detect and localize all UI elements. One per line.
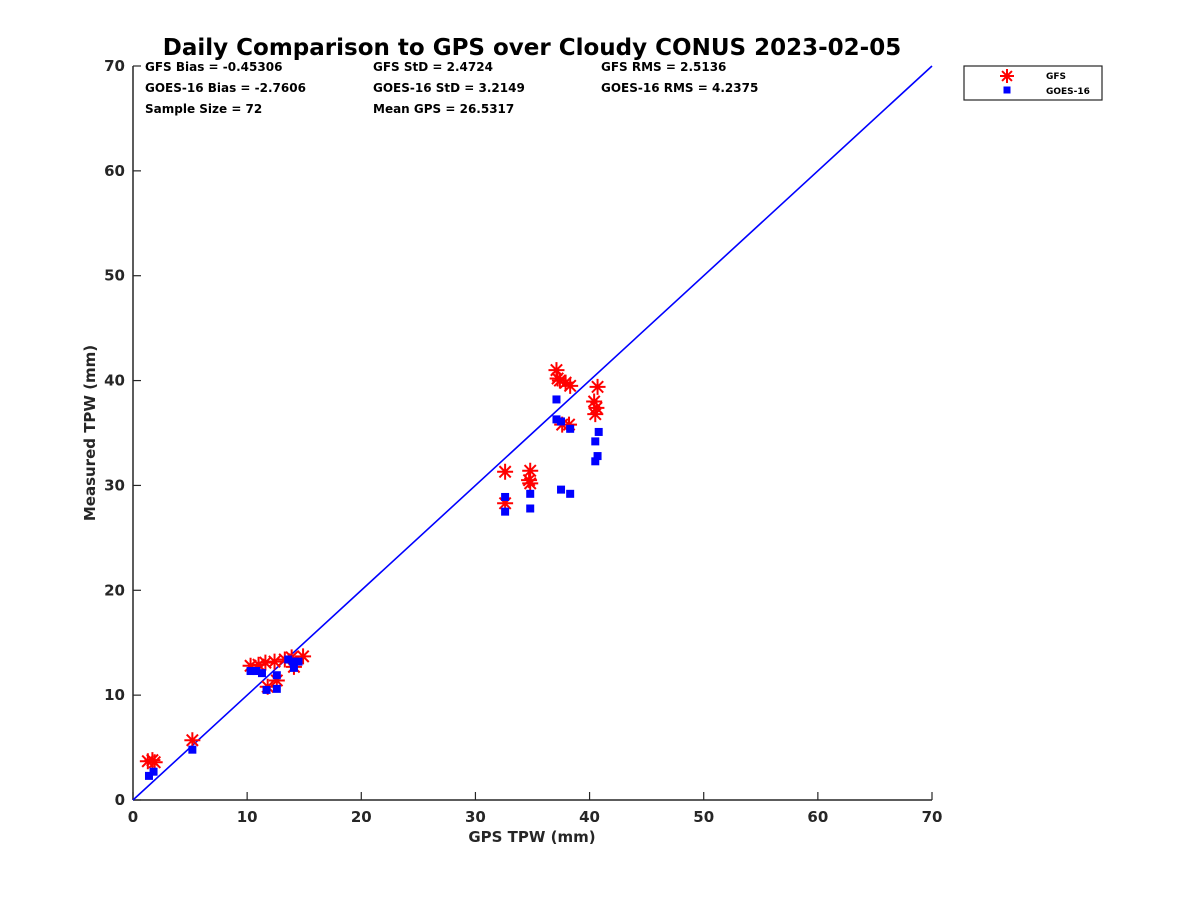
y-tick-label: 40 xyxy=(104,372,125,390)
goes16-point xyxy=(593,452,602,461)
goes16-point xyxy=(591,457,600,466)
goes16-point xyxy=(501,507,510,516)
y-tick-label: 30 xyxy=(104,476,125,494)
goes16-point xyxy=(566,424,575,433)
gfs-point xyxy=(242,657,259,674)
gfs-point xyxy=(497,495,514,512)
goes16-point xyxy=(272,671,281,680)
y-tick-label: 20 xyxy=(104,581,125,599)
gfs-point xyxy=(586,393,603,410)
legend: GFS GOES-16 xyxy=(963,65,1103,101)
gfs-point xyxy=(250,656,267,673)
goes16-point xyxy=(289,663,298,672)
gfs-point xyxy=(561,416,578,433)
gfs-point xyxy=(266,653,283,670)
gfs-point xyxy=(257,654,274,671)
y-tick-label: 70 xyxy=(104,57,125,75)
gfs-point xyxy=(548,362,565,379)
legend-label-goes16: GOES-16 xyxy=(1046,87,1090,97)
gfs-point xyxy=(587,406,604,423)
gfs-point xyxy=(588,399,605,416)
legend-marker-gfs xyxy=(1000,69,1014,83)
x-tick-label: 60 xyxy=(807,808,828,826)
stat-text: GFS RMS = 2.5136 xyxy=(601,60,726,74)
axis-ticks: 0 10 20 30 40 50 60 70 0 10 20 30 40 50 60 70 xyxy=(104,57,942,826)
stat-text: Sample Size = 72 xyxy=(145,102,262,116)
x-tick-label: 10 xyxy=(237,808,258,826)
y-axis-label: Measured TPW (mm) xyxy=(81,345,99,521)
chart-title: Daily Comparison to GPS over Cloudy CONU… xyxy=(163,35,901,61)
goes16-point xyxy=(288,657,297,666)
stat-text: Mean GPS = 26.5317 xyxy=(373,102,514,116)
stat-text: GOES-16 RMS = 4.2375 xyxy=(601,81,758,95)
legend-box xyxy=(963,65,1103,101)
goes16-point xyxy=(188,745,197,754)
data-points xyxy=(139,362,606,780)
goes16-point xyxy=(594,427,603,436)
goes16-point xyxy=(552,395,561,404)
y-tick-label: 10 xyxy=(104,686,125,704)
gfs-point xyxy=(557,374,574,391)
stat-text: GOES-16 Bias = -2.7606 xyxy=(145,81,306,95)
gfs-point xyxy=(146,754,163,771)
x-tick-label: 30 xyxy=(465,808,486,826)
goes16-point xyxy=(144,771,153,780)
gfs-point xyxy=(521,472,538,489)
y-tick-label: 50 xyxy=(104,267,125,285)
gfs-point xyxy=(139,753,156,770)
gfs-point xyxy=(184,732,201,749)
goes16-point xyxy=(557,417,566,426)
goes16-point xyxy=(501,492,510,501)
legend-marker-goes16 xyxy=(1003,86,1011,94)
gfs-point xyxy=(295,648,312,665)
y-tick-label: 0 xyxy=(115,791,125,809)
gfs-point xyxy=(497,463,514,480)
stat-text: GOES-16 StD = 3.2149 xyxy=(373,81,525,95)
x-axis-label: GPS TPW (mm) xyxy=(468,828,595,846)
goes16-point xyxy=(272,684,281,693)
goes16-point xyxy=(149,767,158,776)
y-tick-label: 60 xyxy=(104,162,125,180)
stat-text: GFS StD = 2.4724 xyxy=(373,60,493,74)
gfs-point xyxy=(522,462,539,479)
one-to-one-line xyxy=(132,65,933,801)
goes16-point xyxy=(552,415,561,424)
x-tick-label: 70 xyxy=(922,808,943,826)
gfs-point xyxy=(551,372,568,389)
stats-block: GFS Bias = -0.45306 GFS StD = 2.4724 GFS R… xyxy=(145,60,758,116)
goes16-point xyxy=(566,489,575,498)
goes16-point xyxy=(284,655,293,664)
x-tick-label: 40 xyxy=(579,808,600,826)
goes16-point xyxy=(262,685,271,694)
goes16-point xyxy=(557,485,566,494)
x-tick-label: 50 xyxy=(693,808,714,826)
legend-label-gfs: GFS xyxy=(1046,72,1066,82)
goes16-point xyxy=(246,667,255,676)
goes16-point xyxy=(252,667,261,676)
goes16-point xyxy=(591,437,600,446)
goes16-point xyxy=(294,657,303,666)
gfs-point xyxy=(589,378,606,395)
goes16-point xyxy=(257,669,266,678)
x-tick-label: 20 xyxy=(351,808,372,826)
gfs-point xyxy=(562,377,579,394)
gfs-point xyxy=(268,672,285,689)
x-tick-label: 0 xyxy=(128,808,138,826)
stat-text: GFS Bias = -0.45306 xyxy=(145,60,282,74)
goes16-point xyxy=(526,504,535,513)
gfs-point xyxy=(522,475,539,492)
goes16-point xyxy=(526,489,535,498)
